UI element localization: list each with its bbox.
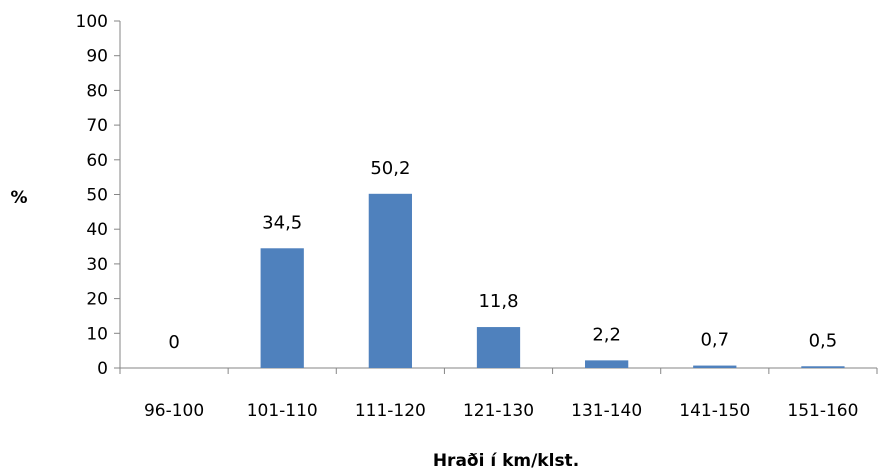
y-tick-label: 90: [86, 47, 108, 67]
y-tick-label: 10: [86, 324, 108, 344]
data-label: 0: [168, 332, 179, 353]
y-tick-label: 100: [76, 12, 108, 32]
bars: [260, 193, 845, 368]
bar: [368, 193, 412, 368]
y-tick-label: 0: [97, 359, 108, 379]
x-axis-title: Hraði í km/klst.: [433, 451, 579, 470]
data-label: 2,2: [592, 324, 621, 345]
bar: [801, 366, 845, 368]
data-label: 0,7: [700, 330, 729, 351]
x-tick-label: 151-160: [787, 401, 858, 421]
x-tick-label: 131-140: [571, 401, 642, 421]
bar: [585, 360, 629, 368]
data-label: 0,5: [809, 330, 838, 351]
bar: [260, 248, 304, 368]
bar: [693, 365, 737, 368]
y-tick-label: 20: [86, 290, 108, 310]
data-label: 50,2: [370, 158, 410, 179]
y-axis-title: %: [10, 188, 27, 208]
x-tick-label: 96-100: [144, 401, 204, 421]
y-tick-label: 50: [86, 186, 108, 206]
y-tick-label: 30: [86, 255, 108, 275]
y-tick-label: 70: [86, 116, 108, 136]
data-label: 11,8: [478, 291, 518, 312]
x-tick-label: 141-150: [679, 401, 750, 421]
bar: [476, 327, 521, 368]
data-label: 34,5: [262, 212, 302, 233]
x-tick-label: 111-120: [355, 401, 426, 421]
y-tick-label: 40: [86, 220, 108, 240]
y-tick-label: 60: [86, 151, 108, 171]
x-tick-label: 101-110: [247, 401, 318, 421]
x-tick-label: 121-130: [463, 401, 534, 421]
y-axis: 0 10 20 30 40 50 60 70 80 90 100: [76, 12, 121, 379]
x-axis: 96-100 101-110 111-120 121-130 131-140 141-15…: [119, 367, 878, 421]
data-labels: 0 34,5 50,2 11,8 2,2 0,7 0,5: [168, 158, 837, 353]
y-tick-label: 80: [86, 81, 108, 101]
